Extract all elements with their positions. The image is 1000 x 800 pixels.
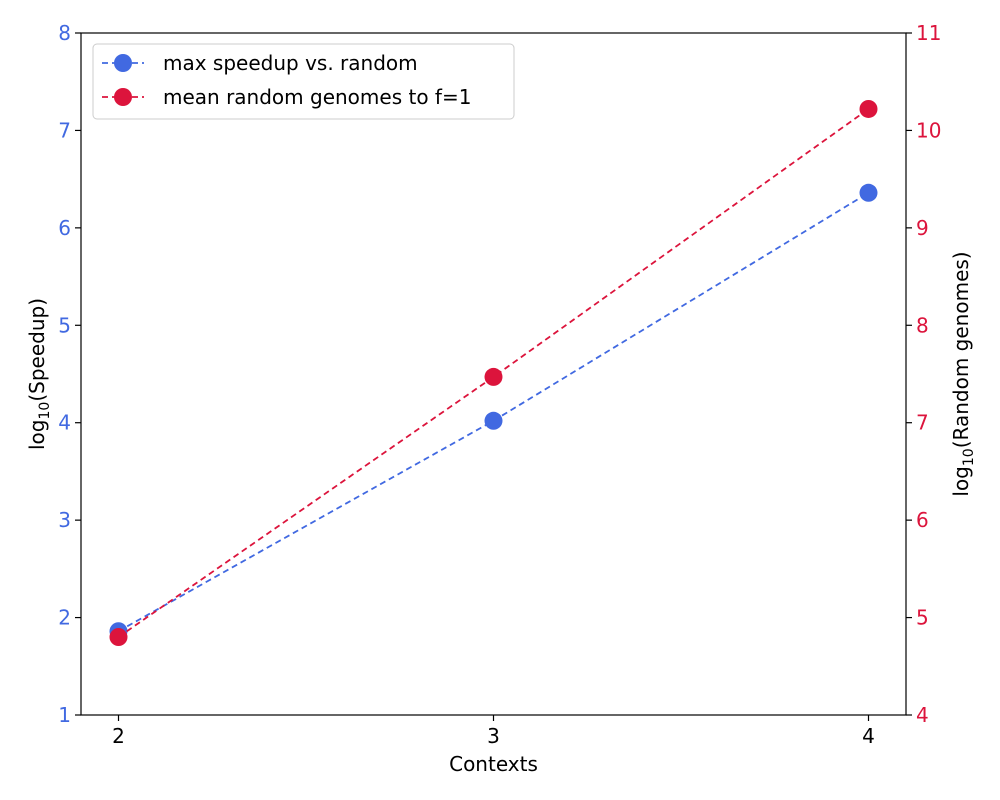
y-left-tick-label: 4 [58, 411, 71, 435]
y-right-tick-label: 6 [916, 508, 929, 532]
legend-marker [114, 54, 132, 72]
y-right-tick-label: 7 [916, 411, 929, 435]
y-left-tick-label: 6 [58, 216, 71, 240]
series-layer [109, 99, 878, 647]
x-tick-label: 2 [112, 724, 125, 748]
series-1-point [859, 99, 878, 118]
axes: 2 3 4 1 2 3 4 5 6 7 8 4 5 6 7 8 9 10 11 Contexts log10(Speed… [25, 21, 977, 776]
series-1-point [109, 628, 128, 647]
y-right-axis-label: log10(Random genomes) [949, 251, 977, 496]
y-right-tick-label: 4 [916, 703, 929, 727]
series-1-point [484, 367, 503, 386]
legend-label: max speedup vs. random [163, 51, 418, 75]
y-left-tick-label: 8 [58, 21, 71, 45]
legend-marker [114, 88, 132, 106]
y-left-tick-label: 5 [58, 313, 71, 337]
y-left-axis-label: log10(Speedup) [25, 298, 53, 450]
series-0-point [859, 183, 878, 202]
legend-box [92, 43, 515, 120]
y-left-tick-label: 1 [58, 703, 71, 727]
y-left-tick-label: 7 [58, 118, 71, 142]
legend: max speedup vs. random mean random genome… [92, 43, 515, 120]
y-right-tick-label: 11 [916, 21, 941, 45]
y-right-tick-label: 10 [916, 118, 941, 142]
y-left-tick-label: 2 [58, 606, 71, 630]
y-right-tick-label: 8 [916, 313, 929, 337]
legend-label: mean random genomes to f=1 [163, 85, 471, 109]
y-right-tick-label: 5 [916, 606, 929, 630]
x-axis-label: Contexts [449, 752, 538, 776]
y-left-tick-label: 3 [58, 508, 71, 532]
y-right-tick-label: 9 [916, 216, 929, 240]
series-line-1 [117, 108, 870, 638]
series-0-point [484, 411, 503, 430]
x-tick-label: 3 [487, 724, 500, 748]
x-tick-label: 4 [862, 724, 875, 748]
